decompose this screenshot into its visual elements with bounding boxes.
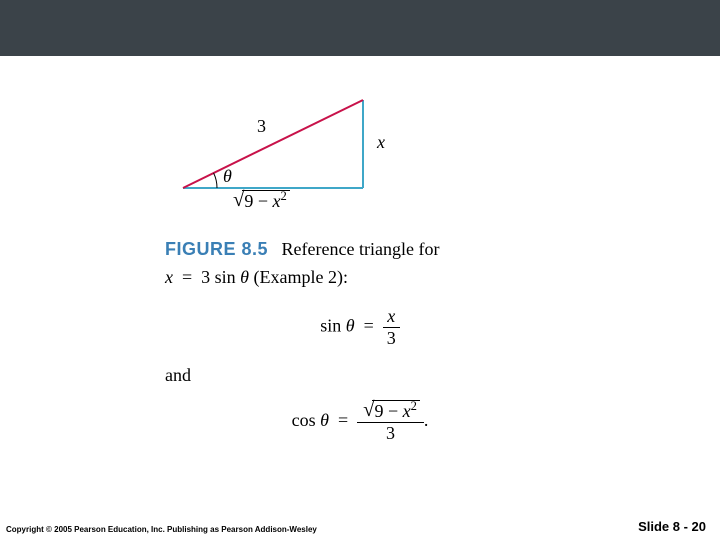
equation-cos: cos θ = √9 − x2 3 . <box>165 400 555 444</box>
eq1-num: x <box>383 306 400 327</box>
title-bar <box>0 0 720 56</box>
eq2-eq: = <box>338 410 348 430</box>
label-opposite: x <box>377 132 385 153</box>
eq1-den: 3 <box>383 327 400 349</box>
eq2-den: 3 <box>357 422 424 444</box>
eq2-lhs: cos θ <box>292 410 329 430</box>
and-connector: and <box>165 365 555 386</box>
label-base: √9 − x2 <box>231 190 290 212</box>
eq1-fraction: x 3 <box>383 306 400 349</box>
figure-caption: FIGURE 8.5 Reference triangle for x = 3 … <box>165 236 555 292</box>
slide-content: 3 x θ √9 − x2 FIGURE 8.5 Reference trian… <box>165 78 555 444</box>
triangle-svg <box>173 78 433 208</box>
figure-label: FIGURE 8.5 <box>165 239 268 259</box>
subst-rhs-var: θ <box>240 267 249 287</box>
copyright-text: Copyright © 2005 Pearson Education, Inc.… <box>6 525 317 534</box>
eq1-lhs: sin sin θθ <box>320 315 354 335</box>
eq1-eq: = <box>364 315 374 335</box>
eq2-num: √9 − x2 <box>357 400 424 422</box>
eq2-fraction: √9 − x2 3 <box>357 400 424 444</box>
slide-number: Slide 8 - 20 <box>638 519 706 534</box>
caption-text-1: Reference triangle for <box>282 239 440 259</box>
subst-eq: = <box>182 267 192 287</box>
eq2-period: . <box>424 410 429 430</box>
label-hypotenuse: 3 <box>257 116 266 137</box>
subst-rhs-coef: 3 sin <box>201 267 240 287</box>
subst-lhs: x <box>165 267 173 287</box>
equation-sin: sin sin θθ = x 3 <box>165 306 555 349</box>
example-ref: (Example 2): <box>254 267 348 287</box>
label-angle: θ <box>223 166 232 187</box>
reference-triangle: 3 x θ √9 − x2 <box>173 78 433 208</box>
